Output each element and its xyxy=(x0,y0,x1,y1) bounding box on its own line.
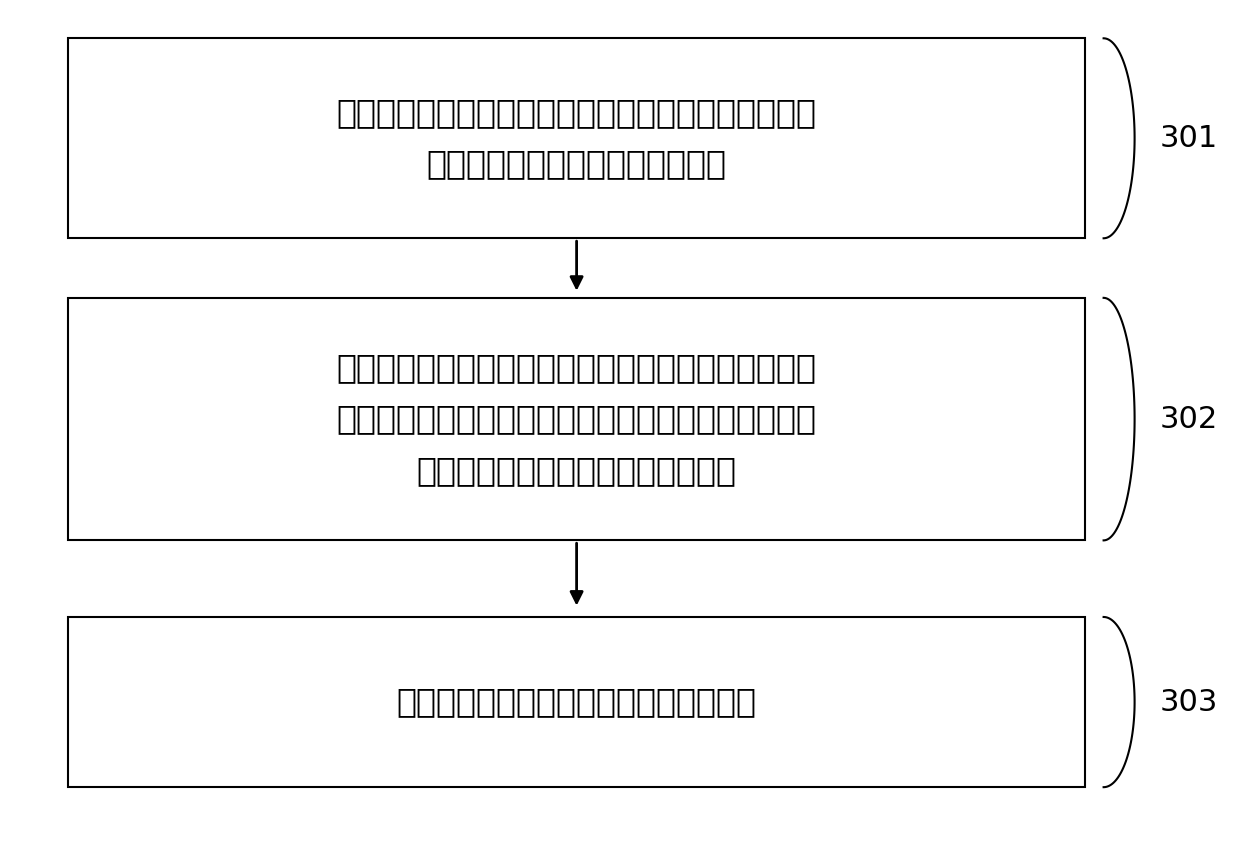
FancyBboxPatch shape xyxy=(68,617,1085,787)
Text: 302: 302 xyxy=(1159,404,1218,434)
Text: 将所述干扰测量信息上传给所述服务基站: 将所述干扰测量信息上传给所述服务基站 xyxy=(397,686,756,718)
FancyBboxPatch shape xyxy=(68,298,1085,540)
Text: 301: 301 xyxy=(1159,123,1218,153)
Text: 接收本小区服务基站发送的测量参考信号配置信息；所
述服务基站的子帧配置方向为下行: 接收本小区服务基站发送的测量参考信号配置信息；所 述服务基站的子帧配置方向为下行 xyxy=(336,96,817,180)
Text: 303: 303 xyxy=(1159,688,1218,717)
FancyBboxPatch shape xyxy=(68,38,1085,238)
Text: 测量相邻基站侧终端发送的测量参考信号，并基于测量
结果获取自身与相邻基站侧终端之间的干扰测量信息；
所述相邻基站的子帧配置方向为上行: 测量相邻基站侧终端发送的测量参考信号，并基于测量 结果获取自身与相邻基站侧终端之… xyxy=(336,351,817,487)
